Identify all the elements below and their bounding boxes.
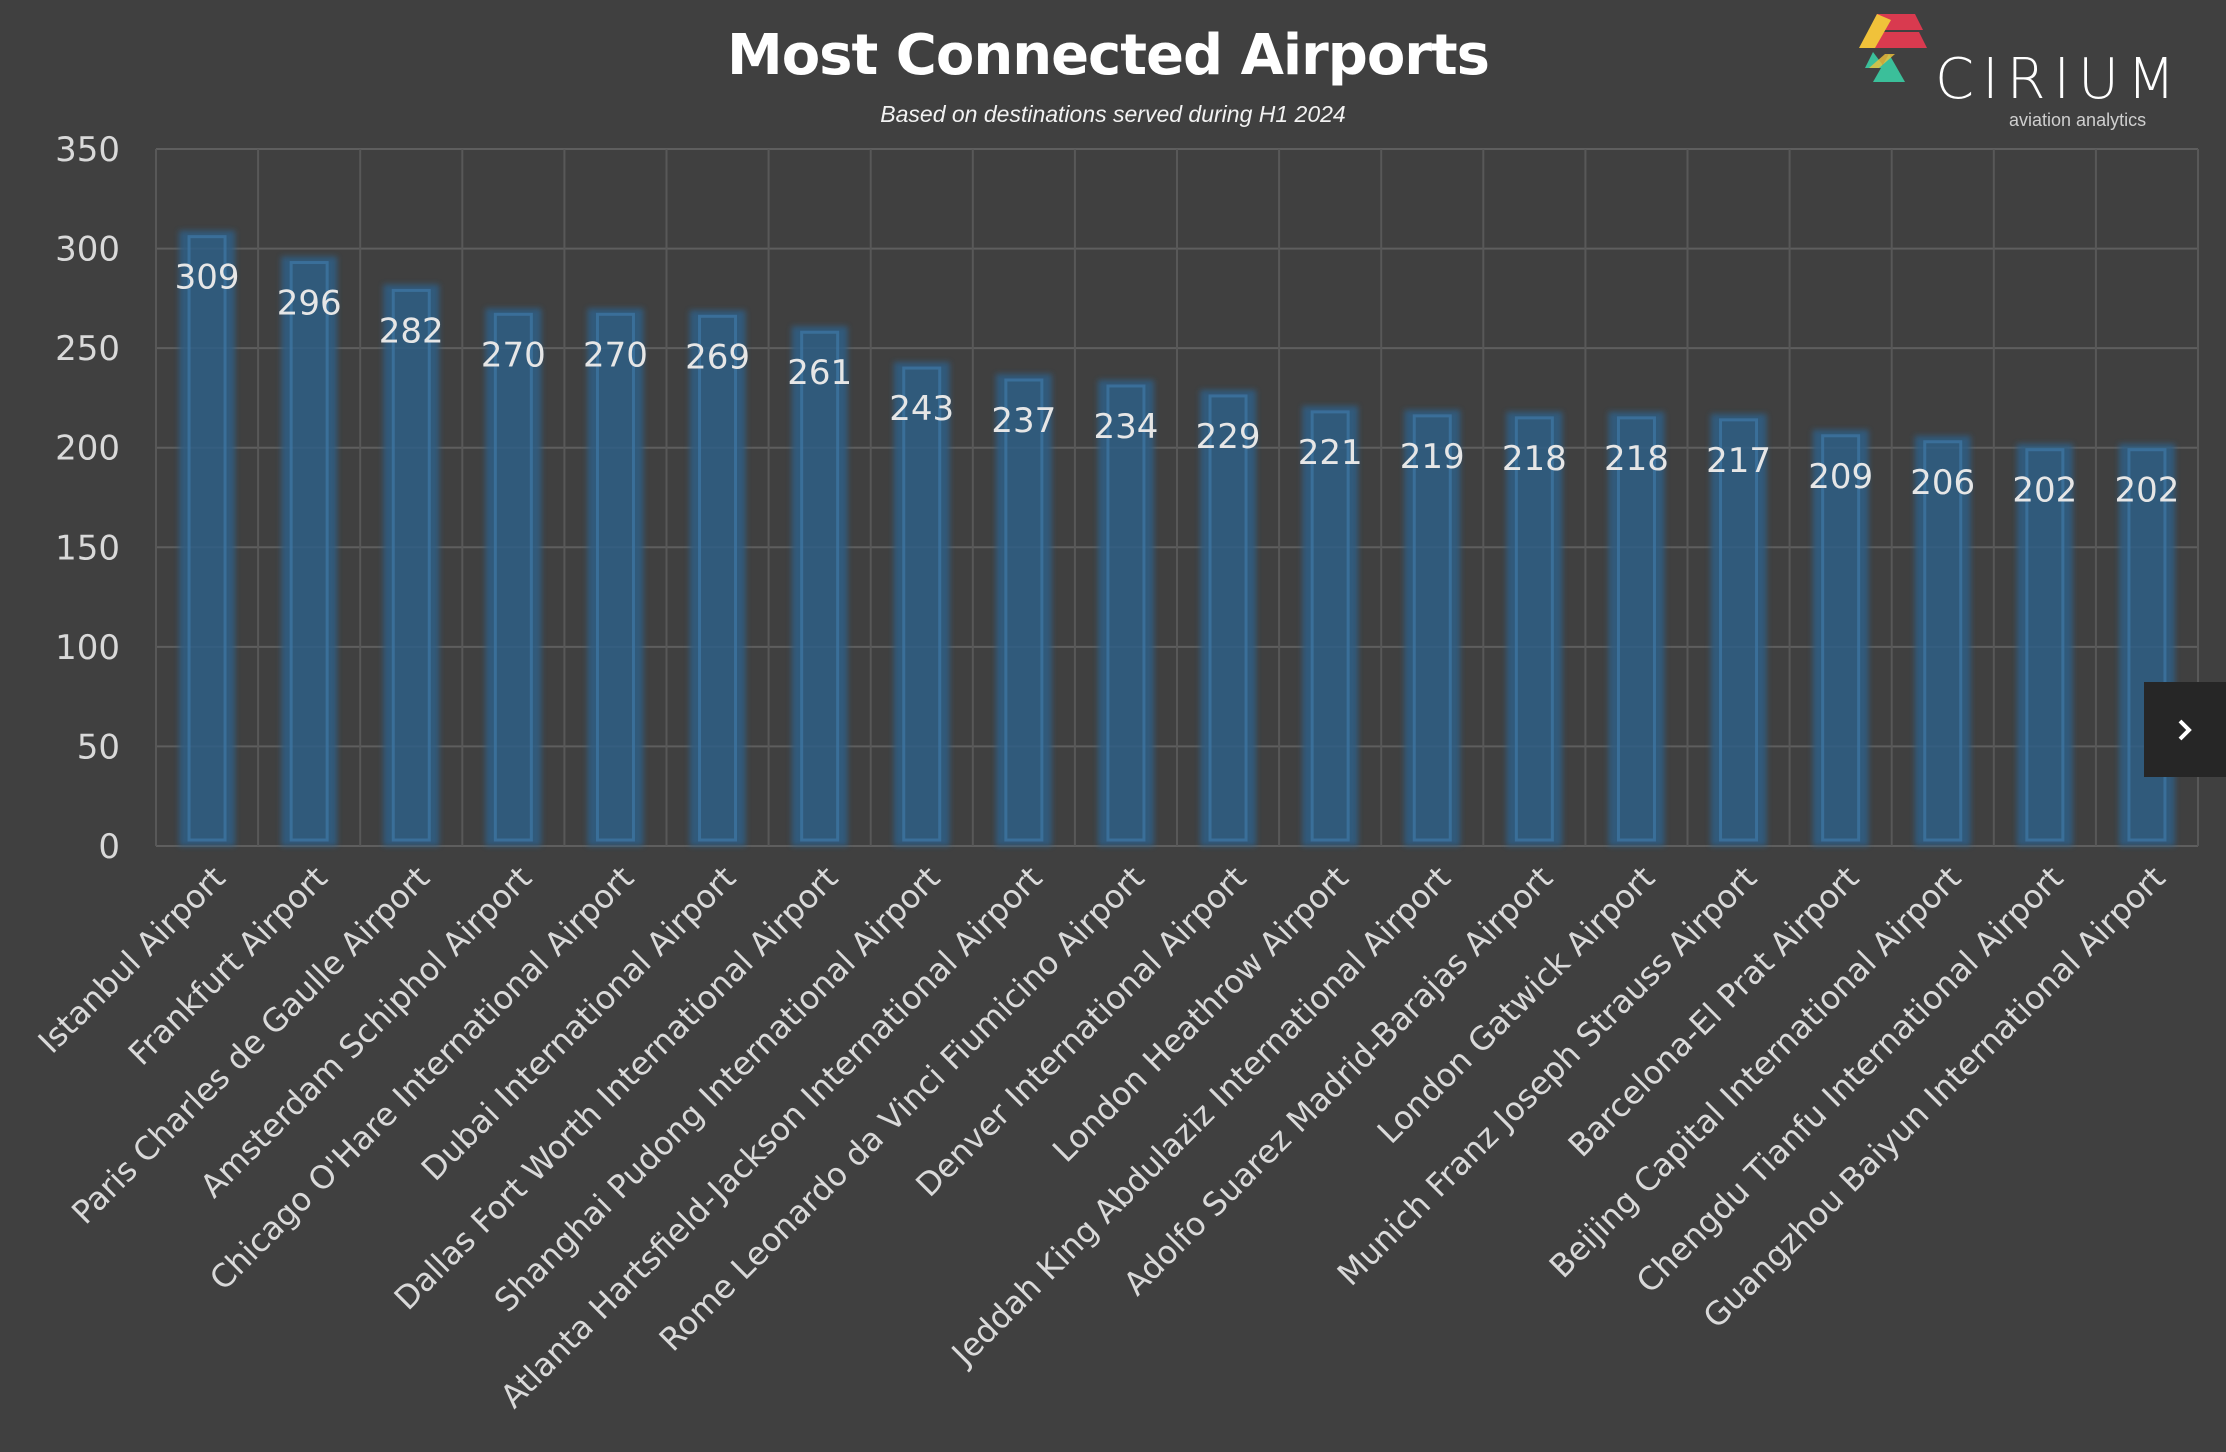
bar-inner-outline xyxy=(1310,410,1350,842)
cirium-logo-mark-icon xyxy=(1859,14,1927,82)
y-tick-label: 100 xyxy=(55,628,120,668)
bar-inner-outline xyxy=(1208,394,1248,842)
bar-inner-outline xyxy=(187,235,227,842)
chart-title: Most Connected Airports xyxy=(726,23,1490,88)
data-label: 234 xyxy=(1093,407,1158,447)
bar-inner-outline xyxy=(1616,416,1656,842)
data-label: 243 xyxy=(889,389,954,429)
data-label: 221 xyxy=(1298,433,1363,473)
cirium-logo: CIRIUM aviation analytics xyxy=(1855,10,2195,140)
data-label: 237 xyxy=(991,401,1056,441)
bar-inner-outline xyxy=(595,312,635,842)
bar-inner-outline xyxy=(289,261,329,842)
data-label: 219 xyxy=(1400,437,1465,477)
data-label: 229 xyxy=(1196,417,1261,457)
bar-inner-outline xyxy=(493,312,533,842)
chevron-right-icon xyxy=(2178,719,2192,740)
logo-tagline: aviation analytics xyxy=(2009,110,2147,130)
data-label: 309 xyxy=(175,258,240,298)
bar xyxy=(1200,389,1257,846)
y-tick-label: 200 xyxy=(55,429,120,469)
x-tick-label: Istanbul Airport xyxy=(31,859,233,1061)
x-tick-label: Paris Charles de Gaulle Airport xyxy=(64,859,437,1232)
data-label: 270 xyxy=(583,335,648,375)
data-label: 202 xyxy=(2114,471,2179,511)
bar-inner-outline xyxy=(1923,440,1963,842)
bar xyxy=(383,284,440,847)
y-tick-label: 300 xyxy=(55,230,120,270)
bar xyxy=(689,310,746,846)
chart-subtitle: Based on destinations served during H1 2… xyxy=(880,101,1346,127)
x-tick-label: Rome Leonardo da Vinci Fiumicino Airport xyxy=(652,859,1152,1359)
bar-inner-outline xyxy=(1412,414,1452,842)
data-label: 261 xyxy=(787,353,852,393)
y-tick-label: 350 xyxy=(55,130,120,170)
bar xyxy=(485,308,542,846)
data-label: 269 xyxy=(685,337,750,377)
data-label: 202 xyxy=(2012,471,2077,511)
data-label: 206 xyxy=(1910,463,1975,503)
bar xyxy=(281,256,338,847)
bar-inner-outline xyxy=(800,330,840,842)
bar xyxy=(587,308,644,846)
y-tick-label: 150 xyxy=(55,528,120,568)
bar-inner-outline xyxy=(391,288,431,842)
bar-inner-outline xyxy=(1719,418,1759,842)
bar-inner-outline xyxy=(2025,448,2065,842)
data-label: 282 xyxy=(379,311,444,351)
data-label: 217 xyxy=(1706,441,1771,481)
bar xyxy=(995,374,1052,846)
bar xyxy=(893,362,950,846)
bar-inner-outline xyxy=(2127,448,2167,842)
bar-inner-outline xyxy=(902,366,942,842)
data-label: 209 xyxy=(1808,457,1873,497)
logo-wordmark: CIRIUM xyxy=(1935,47,2184,112)
bar-inner-outline xyxy=(1004,378,1044,842)
bar-inner-outline xyxy=(698,314,738,842)
bar xyxy=(791,326,848,846)
data-label: 296 xyxy=(277,284,342,324)
y-tick-label: 250 xyxy=(55,329,120,369)
data-label: 218 xyxy=(1604,439,1669,479)
y-tick-label: 0 xyxy=(98,827,120,867)
bar-inner-outline xyxy=(1821,434,1861,842)
data-label: 270 xyxy=(481,335,546,375)
bar-inner-outline xyxy=(1106,384,1146,842)
bar xyxy=(179,230,236,847)
bar xyxy=(1097,380,1154,846)
data-label: 218 xyxy=(1502,439,1567,479)
y-tick-label: 50 xyxy=(77,727,120,767)
bar-inner-outline xyxy=(1514,416,1554,842)
next-slide-button[interactable] xyxy=(2144,682,2226,777)
